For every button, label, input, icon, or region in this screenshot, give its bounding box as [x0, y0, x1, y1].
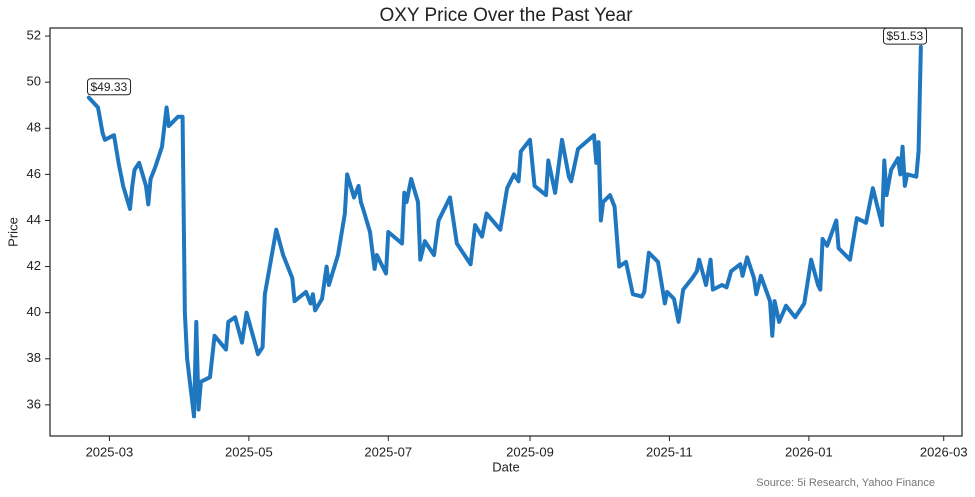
plot-frame [49, 27, 963, 437]
x-tick-label: 2025-09 [506, 444, 554, 459]
y-tick-label: 40 [27, 304, 41, 319]
annotation: $49.33 [91, 80, 128, 94]
x-tick-label: 2025-07 [364, 444, 412, 459]
x-tick-label: 2025-11 [646, 444, 693, 459]
y-tick-label: 38 [27, 350, 41, 365]
y-tick-label: 46 [27, 166, 41, 181]
annotation-box [87, 78, 132, 96]
y-tick-label: 42 [27, 258, 41, 273]
annotation: $51.53 [887, 29, 924, 43]
y-axis-label: Price [5, 217, 20, 247]
price-line [86, 44, 923, 419]
x-tick-label: 2025-05 [225, 444, 273, 459]
x-tick-label: 2026-03 [920, 444, 968, 459]
source-note: Source: 5i Research, Yahoo Finance [756, 477, 935, 489]
y-tick-label: 36 [27, 396, 41, 411]
y-tick-label: 44 [27, 212, 41, 227]
chart-title: OXY Price Over the Past Year [379, 5, 633, 26]
x-axis-label: Date [492, 459, 519, 474]
y-tick-label: 50 [27, 74, 41, 89]
y-tick-label: 48 [27, 120, 41, 135]
y-tick-label: 52 [27, 28, 41, 43]
x-tick-label: 2025-03 [86, 444, 134, 459]
x-tick-label: 2026-01 [785, 444, 833, 459]
